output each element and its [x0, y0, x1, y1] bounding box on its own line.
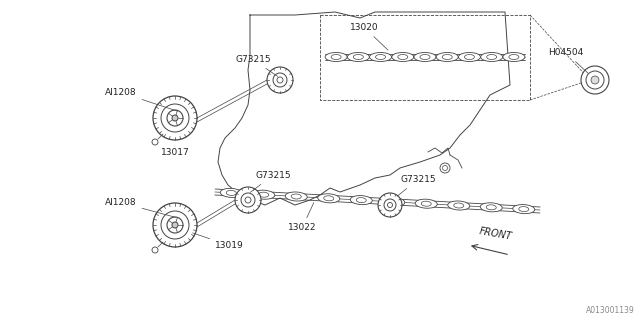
- Circle shape: [152, 139, 158, 145]
- Circle shape: [245, 197, 251, 203]
- Ellipse shape: [519, 207, 529, 212]
- Circle shape: [378, 193, 402, 217]
- Text: G73215: G73215: [235, 55, 278, 76]
- Circle shape: [384, 199, 396, 211]
- Circle shape: [172, 222, 178, 228]
- Ellipse shape: [442, 54, 452, 60]
- Ellipse shape: [350, 196, 372, 204]
- Circle shape: [241, 193, 255, 207]
- Ellipse shape: [353, 54, 364, 60]
- Ellipse shape: [220, 188, 242, 197]
- Ellipse shape: [227, 190, 236, 196]
- Ellipse shape: [486, 54, 497, 60]
- Circle shape: [591, 76, 599, 84]
- Ellipse shape: [513, 204, 535, 214]
- Ellipse shape: [486, 205, 496, 210]
- Ellipse shape: [369, 52, 392, 61]
- Ellipse shape: [324, 196, 333, 201]
- Text: 13017: 13017: [161, 148, 189, 157]
- Ellipse shape: [331, 54, 341, 60]
- Circle shape: [440, 163, 450, 173]
- Ellipse shape: [376, 54, 385, 60]
- Ellipse shape: [454, 203, 464, 208]
- Ellipse shape: [291, 194, 301, 199]
- Ellipse shape: [388, 199, 399, 204]
- Ellipse shape: [259, 192, 269, 197]
- Circle shape: [235, 187, 261, 213]
- Circle shape: [167, 217, 183, 233]
- Circle shape: [273, 73, 287, 87]
- Text: 13019: 13019: [193, 233, 244, 250]
- Ellipse shape: [481, 52, 502, 61]
- Circle shape: [581, 66, 609, 94]
- Circle shape: [267, 67, 293, 93]
- Ellipse shape: [503, 52, 525, 61]
- Ellipse shape: [392, 52, 414, 61]
- Ellipse shape: [509, 54, 519, 60]
- Ellipse shape: [436, 52, 458, 61]
- Circle shape: [153, 96, 197, 140]
- Ellipse shape: [465, 54, 474, 60]
- Text: 13022: 13022: [288, 203, 317, 232]
- Ellipse shape: [318, 194, 340, 203]
- Text: AI1208: AI1208: [105, 88, 177, 111]
- Ellipse shape: [253, 190, 275, 199]
- Circle shape: [277, 77, 283, 83]
- Ellipse shape: [348, 52, 369, 61]
- Text: 13020: 13020: [350, 23, 388, 50]
- Ellipse shape: [415, 199, 437, 208]
- Text: G73215: G73215: [250, 171, 291, 192]
- Ellipse shape: [398, 54, 408, 60]
- Ellipse shape: [480, 203, 502, 212]
- Circle shape: [161, 104, 189, 132]
- Circle shape: [172, 115, 178, 121]
- Ellipse shape: [448, 201, 470, 210]
- Circle shape: [586, 71, 604, 89]
- Circle shape: [152, 247, 158, 253]
- Ellipse shape: [325, 52, 347, 61]
- Ellipse shape: [285, 192, 307, 201]
- Circle shape: [167, 110, 183, 126]
- Ellipse shape: [383, 197, 404, 206]
- Text: A013001139: A013001139: [586, 306, 635, 315]
- Text: AI1208: AI1208: [105, 198, 175, 217]
- Text: G73215: G73215: [397, 175, 436, 196]
- Ellipse shape: [414, 52, 436, 61]
- Ellipse shape: [420, 54, 430, 60]
- Circle shape: [161, 211, 189, 239]
- Circle shape: [442, 165, 447, 171]
- Circle shape: [153, 203, 197, 247]
- Ellipse shape: [458, 52, 481, 61]
- Ellipse shape: [421, 201, 431, 206]
- Circle shape: [387, 203, 392, 207]
- Text: FRONT: FRONT: [478, 226, 513, 242]
- Ellipse shape: [356, 197, 366, 203]
- Text: H04504: H04504: [548, 48, 588, 73]
